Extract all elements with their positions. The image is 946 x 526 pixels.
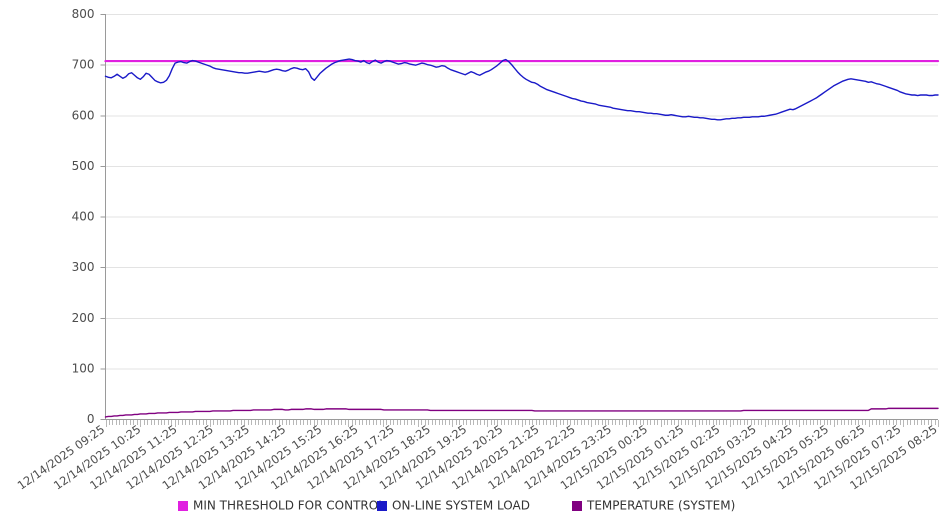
y-tick-label: 300 bbox=[72, 260, 95, 274]
x-axis-group bbox=[105, 419, 939, 427]
legend-swatch[interactable] bbox=[572, 501, 582, 511]
gridlines-group bbox=[105, 14, 938, 420]
y-tick-label: 600 bbox=[72, 108, 95, 122]
y-tick-label: 200 bbox=[72, 311, 95, 325]
legend-label[interactable]: MIN THRESHOLD FOR CONTROL bbox=[193, 499, 385, 513]
legend-swatch[interactable] bbox=[178, 501, 188, 511]
legend-label[interactable]: TEMPERATURE (SYSTEM) bbox=[586, 499, 735, 513]
y-tick-label: 0 bbox=[87, 412, 95, 426]
y-axis-group: 0 100 200 300 400 500 600 700 800 bbox=[72, 7, 106, 426]
y-tick-label: 700 bbox=[72, 58, 95, 72]
series-line bbox=[104, 407, 939, 418]
y-tick-label: 800 bbox=[72, 7, 95, 21]
legend-label[interactable]: ON-LINE SYSTEM LOAD bbox=[392, 499, 530, 513]
y-tick-label: 500 bbox=[72, 159, 95, 173]
series-group bbox=[104, 58, 940, 418]
y-tick-label: 100 bbox=[72, 361, 95, 375]
legend-group: MIN THRESHOLD FOR CONTROL ON-LINE SYSTEM … bbox=[178, 499, 735, 513]
y-tick-label: 400 bbox=[72, 210, 95, 224]
series-line bbox=[104, 58, 939, 121]
legend-swatch[interactable] bbox=[377, 501, 387, 511]
